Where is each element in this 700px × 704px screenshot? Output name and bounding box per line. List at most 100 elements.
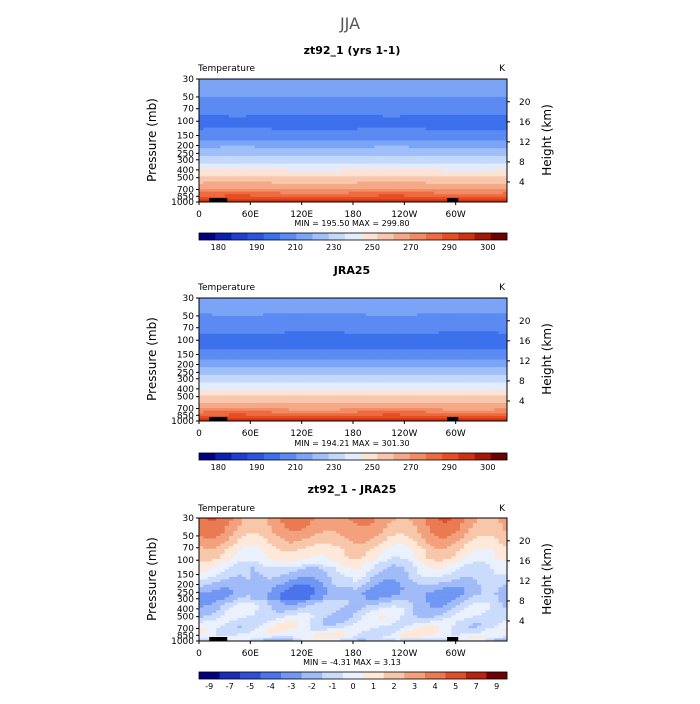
heatmap-cell: [285, 146, 290, 149]
heatmap-cell: [421, 319, 426, 322]
heatmap-cell: [267, 107, 272, 110]
heatmap-cell: [413, 105, 418, 108]
heatmap-cell: [451, 326, 456, 329]
heatmap-cell: [297, 125, 302, 128]
heatmap-cell: [421, 84, 426, 87]
heatmap-cell: [208, 158, 213, 161]
heatmap-cell: [323, 123, 328, 126]
heatmap-cell: [199, 102, 204, 105]
heatmap-cell: [246, 169, 251, 172]
heatmap-cell: [417, 306, 422, 309]
heatmap-cell: [323, 164, 328, 167]
heatmap-cell: [439, 94, 444, 97]
heatmap-cell: [486, 171, 491, 174]
heatmap-cell: [199, 97, 204, 100]
heatmap-cell: [396, 123, 401, 126]
heatmap-cell: [481, 151, 486, 154]
heatmap-cell: [456, 301, 461, 304]
heatmap-cell: [370, 161, 375, 164]
heatmap-field: [199, 298, 507, 421]
heatmap-cell: [280, 197, 285, 200]
heatmap-cell: [383, 156, 388, 159]
heatmap-cell: [332, 192, 337, 195]
heatmap-cell: [293, 133, 298, 136]
heatmap-cell: [267, 128, 272, 131]
heatmap-cell: [392, 125, 397, 128]
heatmap-cell: [323, 347, 328, 350]
heatmap-cell: [392, 313, 397, 316]
heatmap-cell: [315, 189, 320, 192]
heatmap-cell: [456, 326, 461, 329]
heatmap-cell: [344, 130, 349, 133]
heatmap-cell: [315, 306, 320, 309]
heatmap-cell: [203, 135, 208, 138]
heatmap-cell: [340, 148, 345, 151]
heatmap-cell: [336, 97, 341, 100]
heatmap-cell: [362, 319, 367, 322]
heatmap-cell: [336, 329, 341, 332]
heatmap-cell: [396, 112, 401, 115]
heatmap-cell: [285, 112, 290, 115]
heatmap-cell: [306, 94, 311, 97]
heatmap-cell: [426, 324, 431, 327]
heatmap-cell: [263, 316, 268, 319]
heatmap-cell: [340, 184, 345, 187]
heatmap-cell: [396, 344, 401, 347]
heatmap-cell: [477, 324, 482, 327]
heatmap-cell: [443, 105, 448, 108]
heatmap-cell: [383, 306, 388, 309]
heatmap-cell: [494, 115, 499, 118]
heatmap-cell: [263, 117, 268, 120]
heatmap-cell: [259, 334, 264, 337]
heatmap-cell: [250, 100, 255, 103]
heatmap-cell: [490, 84, 495, 87]
heatmap-cell: [366, 169, 371, 172]
heatmap-cell: [362, 151, 367, 154]
heatmap-cell: [293, 306, 298, 309]
heatmap-cell: [473, 164, 478, 167]
heatmap-cell: [306, 336, 311, 339]
heatmap-cell: [302, 339, 307, 342]
heatmap-cell: [434, 117, 439, 120]
heatmap-cell: [315, 303, 320, 306]
heatmap-cell: [259, 192, 264, 195]
heatmap-cell: [447, 112, 452, 115]
heatmap-cell: [216, 102, 221, 105]
heatmap-cell: [494, 316, 499, 319]
heatmap-cell: [242, 135, 247, 138]
heatmap-cell: [469, 112, 474, 115]
heatmap-cell: [238, 179, 243, 182]
heatmap-cell: [421, 182, 426, 185]
heatmap-cell: [409, 311, 414, 314]
heatmap-cell: [250, 347, 255, 350]
heatmap-cell: [481, 334, 486, 337]
heatmap-cell: [302, 334, 307, 337]
heatmap-cell: [280, 161, 285, 164]
heatmap-cell: [357, 326, 362, 329]
heatmap-cell: [220, 336, 225, 339]
heatmap-cell: [396, 100, 401, 103]
heatmap-cell: [315, 169, 320, 172]
heatmap-cell: [302, 97, 307, 100]
heatmap-cell: [332, 313, 337, 316]
heatmap-cell: [225, 182, 230, 185]
heatmap-cell: [374, 112, 379, 115]
heatmap-cell: [302, 161, 307, 164]
heatmap-cell: [370, 128, 375, 131]
heatmap-cell: [494, 146, 499, 149]
heatmap-cell: [289, 324, 294, 327]
heatmap-cell: [297, 197, 302, 200]
heatmap-cell: [229, 84, 234, 87]
heatmap-cell: [392, 135, 397, 138]
heatmap-cell: [400, 189, 405, 192]
heatmap-cell: [374, 308, 379, 311]
heatmap-cell: [306, 153, 311, 156]
heatmap-cell: [267, 344, 272, 347]
heatmap-cell: [392, 97, 397, 100]
heatmap-cell: [263, 133, 268, 136]
heatmap-cell: [477, 133, 482, 136]
heatmap-cell: [297, 176, 302, 179]
heatmap-cell: [498, 107, 503, 110]
heatmap-cell: [498, 336, 503, 339]
heatmap-cell: [477, 153, 482, 156]
